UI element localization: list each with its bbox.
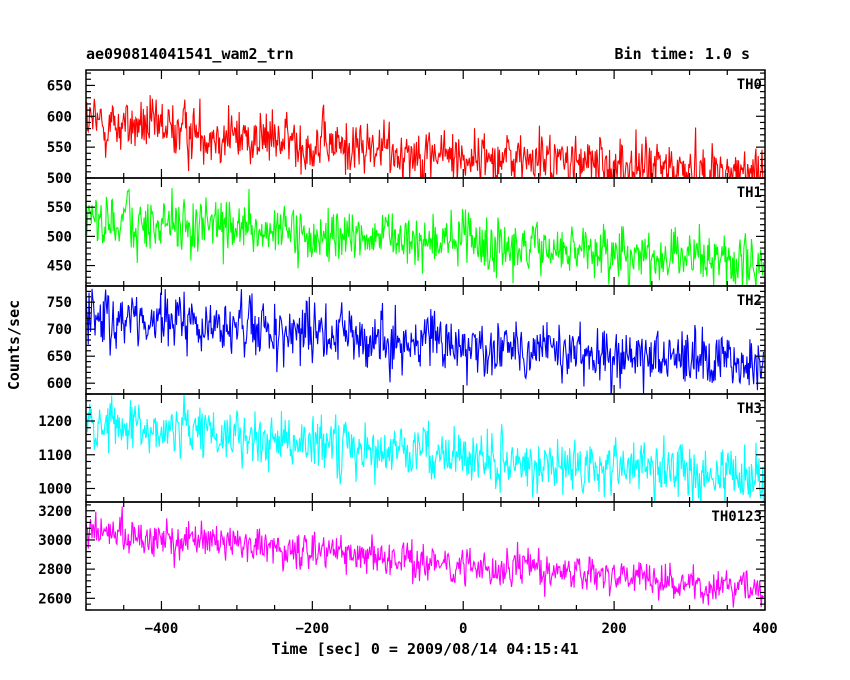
panel-th3: 1000 1100 1200 TH3 [38,393,766,503]
panel-label: TH3 [737,401,762,417]
panel-th0123: 2600 2800 3000 3200 TH0123 [38,501,766,611]
x-tick-label: 200 [601,621,626,637]
panel-th0: 500 550 600 650 TH0 [47,69,766,187]
y-tick-label: 700 [47,322,72,338]
y-tick-label: 600 [47,109,72,125]
panel-label: TH1 [737,185,762,201]
chart-title: ae090814041541_wam2_trn [86,45,294,63]
y-tick-label: 2600 [38,591,72,607]
panel-th2: 600 650 700 750 TH2 [47,285,766,395]
panel-label: TH0 [737,77,762,93]
x-tick-label: −200 [295,621,329,637]
y-tick-label: 1000 [38,482,72,498]
series-line-th2 [86,288,765,394]
series-line-th0 [86,95,764,178]
x-tick-label: 400 [752,621,777,637]
y-tick-label: 1200 [38,414,72,430]
y-tick-label: 750 [47,295,72,311]
y-tick-label: 2800 [38,562,72,578]
bin-time-label: Bin time: 1.0 s [614,45,750,63]
x-tick-label: 0 [459,621,467,637]
y-tick-label: 450 [47,259,72,275]
panel-label: TH0123 [711,509,762,525]
series-line-th0123 [86,506,764,608]
y-tick-label: 550 [47,140,72,156]
y-tick-label: 500 [47,171,72,187]
panel-th1: 450 500 550 TH1 [47,177,766,287]
y-tick-label: 650 [47,78,72,94]
y-tick-label: 600 [47,376,72,392]
series-line-th1 [86,187,765,286]
panel-label: TH2 [737,293,762,309]
y-tick-label: 650 [47,349,72,365]
y-tick-label: 550 [47,200,72,216]
panel-frame [85,501,766,611]
x-tick-label: −400 [145,621,179,637]
y-tick-label: 1100 [38,448,72,464]
x-axis-label: Time [sec] 0 = 2009/08/14 04:15:41 [271,640,579,658]
y-tick-label: 3200 [38,504,72,520]
y-tick-label: 500 [47,229,72,245]
series-line-th3 [86,394,764,502]
y-tick-label: 3000 [38,533,72,549]
